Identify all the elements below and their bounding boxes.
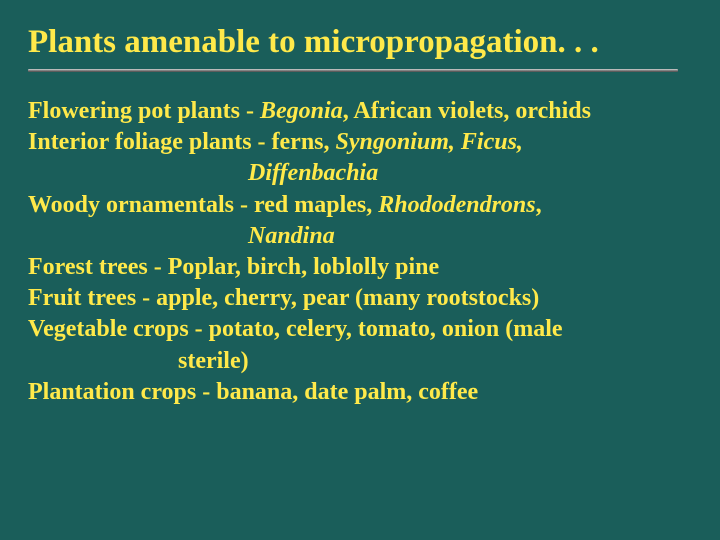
body-line: Plantation crops - banana, date palm, co… xyxy=(28,377,692,408)
slide-body: Flowering pot plants - Begonia, African … xyxy=(28,96,692,408)
body-line: Interior foliage plants - ferns, Syngoni… xyxy=(28,127,692,158)
text-italic: Syngonium, Ficus, xyxy=(336,129,523,155)
text-run: Interior foliage plants - ferns, xyxy=(28,129,336,155)
slide-title: Plants amenable to micropropagation. . . xyxy=(28,24,692,61)
text-run: , xyxy=(536,192,542,218)
body-line: Vegetable crops - potato, celery, tomato… xyxy=(28,314,692,345)
body-line-continuation: sterile) xyxy=(28,346,692,377)
title-underline xyxy=(28,69,678,72)
body-line: Woody ornamentals - red maples, Rhododen… xyxy=(28,190,692,221)
text-italic: Diffenbachia xyxy=(248,160,378,186)
slide: Plants amenable to micropropagation. . .… xyxy=(0,0,720,540)
text-italic: Nandina xyxy=(248,223,335,249)
body-line: Fruit trees - apple, cherry, pear (many … xyxy=(28,283,692,314)
text-italic: Rhododendrons xyxy=(378,192,535,218)
body-line-continuation: Diffenbachia xyxy=(28,158,692,189)
body-line-continuation: Nandina xyxy=(28,221,692,252)
text-italic: Begonia xyxy=(260,98,343,124)
body-line: Forest trees - Poplar, birch, loblolly p… xyxy=(28,252,692,283)
text-run: Flowering pot plants - xyxy=(28,98,260,124)
text-run: , African violets, orchids xyxy=(343,98,591,124)
text-run: Woody ornamentals - red maples, xyxy=(28,192,378,218)
body-line: Flowering pot plants - Begonia, African … xyxy=(28,96,692,127)
